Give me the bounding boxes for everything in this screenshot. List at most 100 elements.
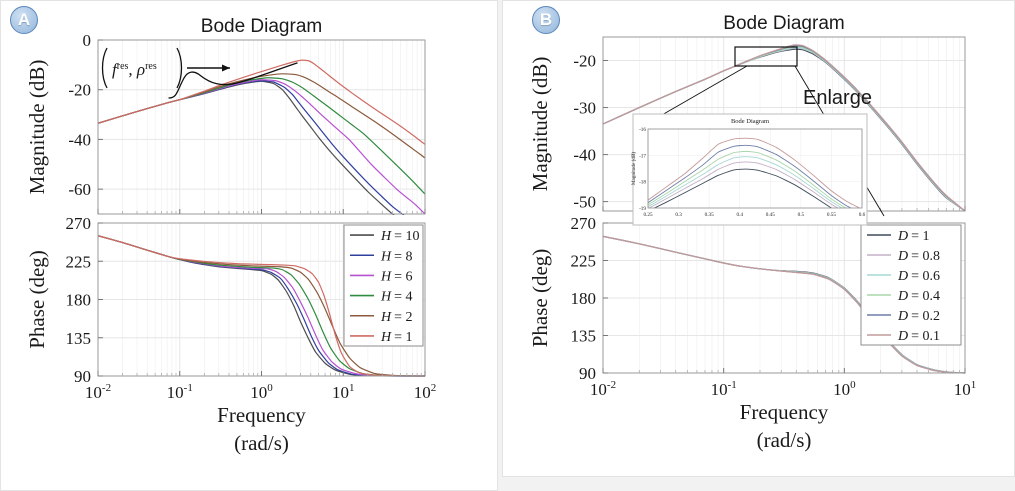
legend-item[interactable]: H = 8 [350, 249, 413, 264]
panel-b-xlabel-line2: (rad/s) [757, 428, 812, 452]
series-curve [603, 44, 965, 212]
legend-item[interactable]: H = 1 [350, 330, 413, 345]
legend-item[interactable]: H = 2 [350, 310, 413, 325]
panel-a-phase-ylabel: Phase (deg) [25, 250, 49, 349]
svg-text:101: 101 [332, 382, 355, 402]
legend-label: D = 0.4 [897, 289, 940, 304]
inset-axes-frame [647, 128, 863, 209]
y-tick-label: 90 [579, 364, 596, 383]
legend-label: D = 1 [897, 229, 930, 244]
inset-series-curve [648, 137, 861, 208]
x-tick-label: 100 [250, 382, 273, 402]
legend-item[interactable]: D = 1 [867, 229, 930, 244]
annotation-text: fres, ρres [112, 60, 157, 79]
legend-item[interactable]: D = 0.2 [867, 309, 940, 324]
panel-b-plot: Bode Diagram-20-30-40-502702251801359010… [528, 13, 977, 452]
legend-item[interactable]: H = 4 [350, 290, 413, 305]
svg-text:101: 101 [954, 379, 977, 399]
y-tick-label: 135 [66, 329, 92, 348]
legend-item[interactable]: D = 0.8 [867, 249, 940, 264]
y-tick-label: -40 [573, 146, 596, 165]
legend-item[interactable]: H = 10 [350, 229, 420, 244]
panel-a-plot: Bode Diagram 0 -20 -40 -60 270 225 180 135 9010-2… [25, 16, 436, 455]
inset-x-tick-label: 0.25 [643, 212, 652, 218]
inset-x-tick-label: 0.55 [827, 212, 836, 218]
inset-x-tick-label: 0.45 [766, 212, 775, 218]
zoom-rectangle [734, 46, 798, 67]
y-tick-label: -30 [573, 99, 596, 118]
legend-label: H = 4 [380, 290, 413, 305]
legend-box [343, 224, 424, 347]
x-tick-label: 10-2 [85, 382, 111, 402]
curve-group [98, 59, 425, 215]
panel-a-legend[interactable]: H = 10 H = 8 H = 6 H = 4 H = 2 H = 1 [343, 224, 424, 347]
x-tick-label: 101 [954, 379, 977, 399]
panel-b-legend[interactable]: D = 1 D = 0.8 D = 0.6 D = 0.4 D = 0.2 D = 0.1 [860, 224, 962, 346]
x-tick-label: 10-2 [590, 379, 616, 399]
x-tick-label: 10-1 [167, 382, 193, 402]
legend-label: H = 2 [380, 310, 413, 325]
legend-label: D = 0.2 [897, 309, 940, 324]
inset-y-tick-label: -17 [639, 153, 646, 159]
panel-a-title: Bode Diagram [201, 16, 322, 37]
inset-series-curve [648, 144, 852, 208]
panel-b-title: Bode Diagram [723, 13, 844, 34]
y-tick-label: -20 [573, 52, 596, 71]
svg-text:10-2: 10-2 [590, 379, 616, 399]
y-tick-label: -60 [68, 180, 91, 199]
legend-item[interactable]: D = 0.6 [867, 269, 940, 284]
annotation-brace-tail [236, 62, 298, 84]
panel-a: Bode Diagram 0 -20 -40 -60 270 225 180 135 90 10-2… [0, 0, 498, 491]
panel-a-xlabel-line2: (rad/s) [234, 431, 289, 455]
y-tick-label: -20 [68, 81, 91, 100]
annotation-paren-left [101, 47, 108, 89]
svg-text:100: 100 [833, 379, 856, 399]
x-tick-label: 101 [332, 382, 355, 402]
legend-box [860, 224, 962, 346]
svg-text:10-1: 10-1 [167, 382, 193, 402]
series-curve [98, 235, 425, 377]
y-tick-label: 270 [571, 214, 597, 233]
inset-series-curve [648, 161, 839, 208]
inset-x-tick-label: 0.5 [798, 212, 805, 218]
enlarge-label: Enlarge [803, 87, 872, 109]
x-tick-label: 100 [833, 379, 856, 399]
y-tick-label: -50 [573, 193, 596, 212]
svg-text:10-2: 10-2 [85, 382, 111, 402]
y-tick-label: 180 [66, 291, 92, 310]
panel-badge-a: A [10, 6, 38, 34]
legend-label: D = 0.1 [897, 329, 940, 344]
y-tick-label: 225 [571, 252, 597, 271]
inset-series-curve [648, 150, 847, 208]
legend-item[interactable]: H = 6 [350, 269, 413, 284]
y-tick-label: 270 [66, 214, 92, 233]
panel-b-xlabel-line1: Frequency [740, 400, 829, 424]
legend-item[interactable]: D = 0.4 [867, 289, 940, 304]
legend-item[interactable]: D = 0.1 [867, 329, 940, 344]
curve-group [603, 235, 965, 374]
panel-a-xlabel-line1: Frequency [217, 403, 306, 427]
y-tick-label: 90 [74, 367, 91, 386]
curve-group [98, 235, 425, 377]
inset-x-tick-label: 0.35 [705, 212, 714, 218]
series-curve [603, 235, 965, 374]
legend-label: D = 0.6 [897, 269, 940, 284]
panel-a-annotation: fres, ρres [101, 47, 298, 99]
panel-b-inset: Bode Diagram -16 -17 -18 -190.25 0.3 0.35 0.4 0.… [630, 113, 868, 226]
inset-title: Bode Diagram [731, 118, 769, 125]
inset-curve-group [648, 137, 861, 208]
y-tick-label: -40 [68, 130, 91, 149]
y-tick-label: 0 [83, 31, 92, 50]
inset-series-curve [648, 156, 843, 208]
x-tick-label: 10-1 [711, 379, 737, 399]
legend-label: H = 6 [380, 269, 413, 284]
y-tick-label: 225 [66, 252, 92, 271]
inset-x-tick-label: 0.6 [859, 212, 866, 218]
panel-a-magnitude-ylabel: Magnitude (dB) [25, 60, 49, 195]
annotation-brace [168, 71, 238, 99]
legend-label: H = 10 [380, 229, 420, 244]
annotation-paren-right [176, 47, 183, 89]
curve-group [603, 44, 965, 212]
svg-text:100: 100 [250, 382, 273, 402]
